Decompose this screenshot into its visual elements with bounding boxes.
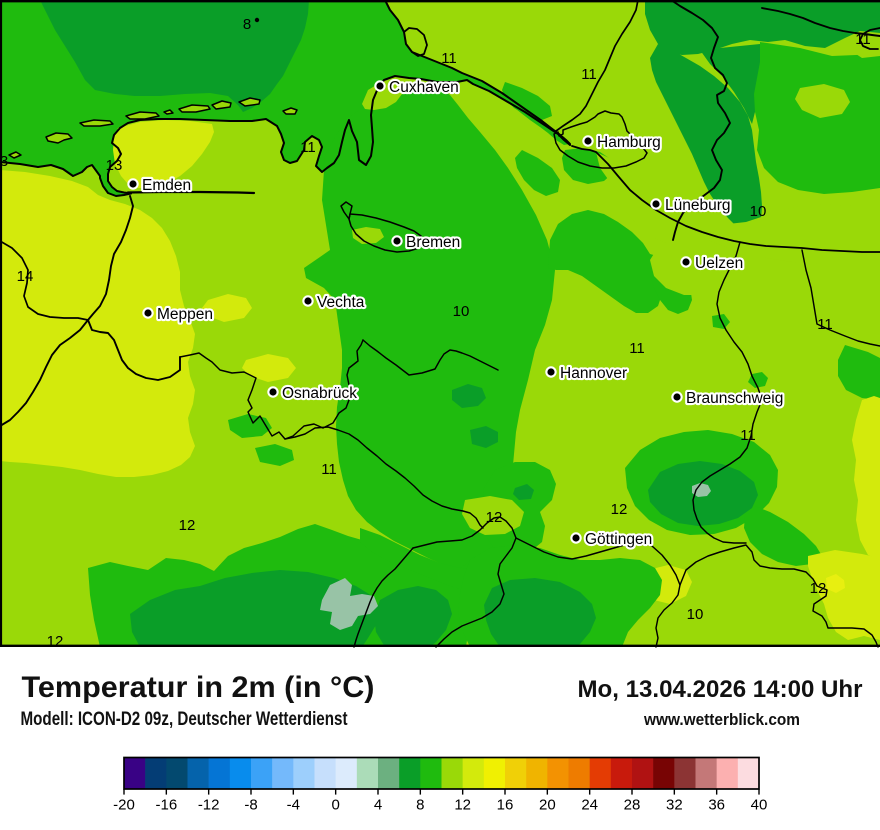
svg-text:11: 11 <box>581 66 597 83</box>
svg-text:Emden: Emden <box>142 177 191 194</box>
svg-text:11: 11 <box>855 31 871 48</box>
svg-text:11: 11 <box>629 340 645 357</box>
svg-text:-4: -4 <box>287 797 300 814</box>
svg-text:28: 28 <box>624 797 641 814</box>
svg-text:12: 12 <box>486 509 503 526</box>
svg-text:Uelzen: Uelzen <box>695 255 743 272</box>
svg-text:11: 11 <box>817 316 833 333</box>
svg-text:3: 3 <box>0 153 8 170</box>
svg-text:8: 8 <box>416 797 424 814</box>
svg-text:-12: -12 <box>198 797 220 814</box>
svg-text:Vechta: Vechta <box>317 294 365 311</box>
svg-text:-16: -16 <box>155 797 177 814</box>
svg-text:12: 12 <box>47 633 64 650</box>
svg-text:4: 4 <box>374 797 382 814</box>
svg-text:Braunschweig: Braunschweig <box>686 390 783 407</box>
svg-text:11: 11 <box>300 139 316 156</box>
svg-text:36: 36 <box>708 797 725 814</box>
svg-text:12: 12 <box>454 797 471 814</box>
svg-text:Bremen: Bremen <box>406 234 460 251</box>
svg-text:Cuxhaven: Cuxhaven <box>389 79 459 96</box>
svg-text:11: 11 <box>441 50 457 67</box>
svg-text:16: 16 <box>497 797 514 814</box>
svg-text:Mo, 13.04.2026 14:00 Uhr: Mo, 13.04.2026 14:00 Uhr <box>578 676 863 703</box>
svg-text:-20: -20 <box>113 797 135 814</box>
svg-text:Meppen: Meppen <box>157 306 213 323</box>
svg-text:32: 32 <box>666 797 683 814</box>
svg-text:Temperatur in 2m (in °C): Temperatur in 2m (in °C) <box>22 671 375 704</box>
svg-text:Hannover: Hannover <box>560 365 627 382</box>
svg-text:24: 24 <box>581 797 598 814</box>
svg-text:20: 20 <box>539 797 556 814</box>
svg-text:11: 11 <box>740 427 756 444</box>
svg-text:8: 8 <box>243 16 251 33</box>
svg-text:13: 13 <box>106 157 123 174</box>
svg-text:40: 40 <box>751 797 768 814</box>
svg-text:12: 12 <box>179 517 196 534</box>
svg-text:Lüneburg: Lüneburg <box>665 197 731 214</box>
svg-text:-8: -8 <box>244 797 257 814</box>
svg-text:10: 10 <box>687 606 704 623</box>
svg-text:Modell: ICON-D2 09z, Deutscher: Modell: ICON-D2 09z, Deutscher Wetterdie… <box>21 709 349 730</box>
svg-text:www.wetterblick.com: www.wetterblick.com <box>643 711 800 729</box>
svg-text:Göttingen: Göttingen <box>585 531 652 548</box>
svg-text:Osnabrück: Osnabrück <box>282 385 357 402</box>
svg-text:14: 14 <box>17 268 34 285</box>
svg-text:Hamburg: Hamburg <box>597 134 661 151</box>
svg-text:12: 12 <box>611 501 628 518</box>
svg-text:10: 10 <box>453 303 470 320</box>
svg-text:0: 0 <box>331 797 339 814</box>
svg-text:11: 11 <box>321 461 337 478</box>
svg-text:12: 12 <box>810 580 827 597</box>
svg-text:10: 10 <box>750 203 767 220</box>
